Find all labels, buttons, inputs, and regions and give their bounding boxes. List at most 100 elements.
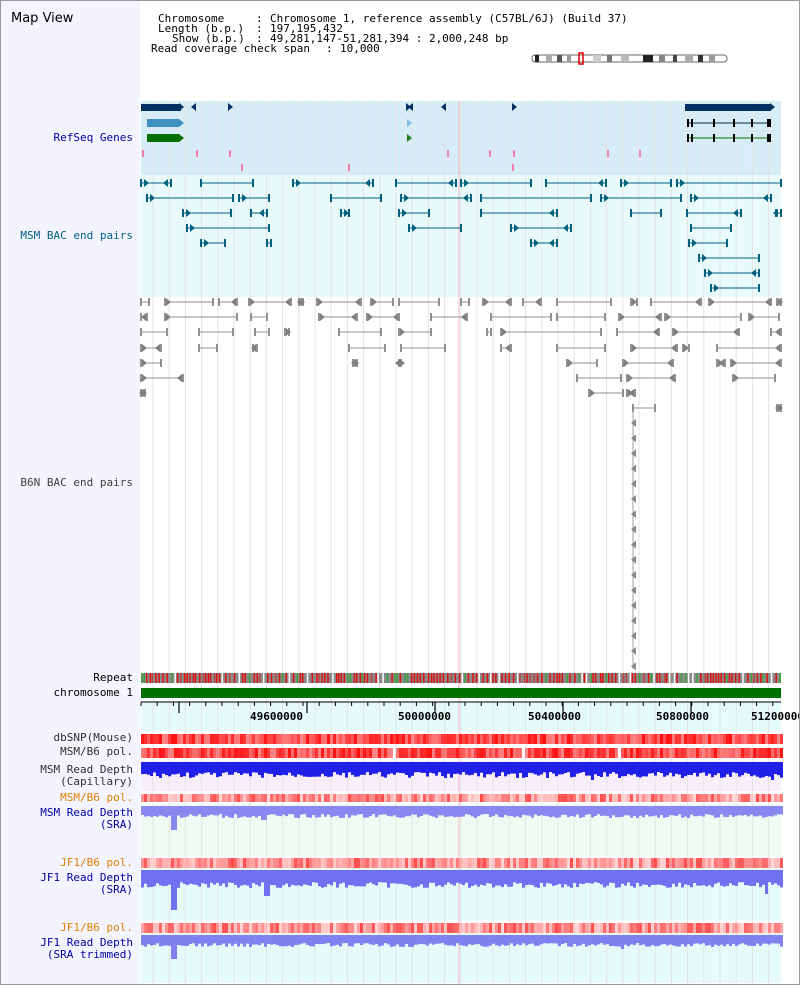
- depth-bar: [285, 806, 288, 817]
- b6n-bac-label[interactable]: B6N BAC end pairs: [20, 476, 133, 489]
- heat-cell: [594, 858, 597, 868]
- msm-pol-sra-label[interactable]: MSM/B6 pol.: [60, 791, 133, 804]
- heat-cell: [534, 858, 537, 868]
- msm-bac-label[interactable]: MSM BAC end pairs: [20, 229, 133, 242]
- depth-bar: [720, 935, 723, 945]
- depth-bar: [639, 762, 642, 778]
- heat-cell: [588, 734, 591, 744]
- depth-bar: [612, 806, 615, 816]
- heat-cell: [489, 748, 492, 758]
- heat-cell: [702, 734, 705, 744]
- depth-bar: [300, 935, 303, 944]
- depth-bar: [681, 935, 684, 945]
- repeat-element: [262, 673, 265, 683]
- depth-bar: [462, 806, 465, 817]
- depth-bar: [477, 806, 480, 817]
- heat-cell: [579, 923, 582, 933]
- bac-end: [268, 328, 270, 336]
- heat-cell: [381, 794, 384, 802]
- jf1-pol-trim-label[interactable]: JF1/B6 pol.: [60, 921, 133, 934]
- bac-end: [460, 179, 462, 187]
- heat-cell: [585, 794, 588, 802]
- depth-bar: [204, 870, 207, 884]
- feature-arrow: [770, 103, 775, 111]
- depth-bar: [282, 762, 285, 775]
- repeat-element: [267, 673, 269, 683]
- repeat-label[interactable]: Repeat: [93, 671, 133, 684]
- depth-bar: [465, 935, 468, 947]
- bac-end: [470, 194, 472, 202]
- heat-cell: [417, 734, 420, 744]
- heat-cell: [597, 923, 600, 933]
- heat-cell: [438, 734, 441, 744]
- heat-cell: [267, 734, 270, 744]
- heat-cell: [525, 923, 528, 933]
- depth-bar: [441, 806, 444, 816]
- depth-bar: [381, 762, 384, 777]
- chromosome-label[interactable]: chromosome 1: [53, 686, 133, 699]
- heat-cell: [666, 748, 669, 758]
- depth-bar: [561, 870, 564, 888]
- dbsnp-label[interactable]: dbSNP(Mouse): [53, 731, 133, 744]
- heat-cell: [384, 748, 387, 758]
- heat-cell: [273, 794, 276, 802]
- gene-block: [147, 119, 179, 127]
- heat-cell: [780, 794, 783, 802]
- msm-depth-sra-label[interactable]: MSM Read Depth: [40, 806, 133, 819]
- depth-bar: [627, 870, 630, 883]
- depth-bar: [726, 870, 729, 886]
- heat-cell: [321, 748, 324, 758]
- heat-cell: [525, 734, 528, 744]
- msm-depth-cap-label[interactable]: MSM Read Depth: [40, 763, 133, 776]
- depth-bar: [243, 806, 246, 817]
- bac-end: [738, 328, 740, 336]
- heat-cell: [516, 858, 519, 868]
- repeat-element: [442, 673, 445, 683]
- jf1-depth-label[interactable]: JF1 Read Depth: [40, 871, 133, 884]
- heat-cell: [390, 794, 393, 802]
- depth-bar: [216, 935, 219, 946]
- heat-cell: [309, 923, 312, 933]
- heat-cell: [360, 923, 363, 933]
- heat-cell: [762, 748, 765, 758]
- depth-bar: [594, 762, 597, 775]
- feature-arrow: [775, 404, 780, 412]
- bac-end: [630, 209, 632, 217]
- depth-bar: [540, 806, 543, 816]
- heat-cell: [180, 748, 183, 758]
- heat-cell: [183, 858, 186, 868]
- depth-bar: [729, 806, 732, 816]
- feature-arrow: [628, 374, 633, 382]
- heat-cell: [474, 734, 477, 744]
- depth-bar: [411, 762, 414, 776]
- depth-bar: [378, 935, 381, 947]
- bac-end: [758, 284, 760, 292]
- heat-cell: [189, 858, 192, 868]
- heat-cell: [438, 923, 441, 933]
- depth-bar: [396, 870, 399, 884]
- heat-cell: [636, 794, 639, 802]
- heat-cell: [240, 794, 243, 802]
- heat-cell: [492, 858, 495, 868]
- jf1-pol-label[interactable]: JF1/B6 pol.: [60, 856, 133, 869]
- msm-pol-label[interactable]: MSM/B6 pol.: [60, 745, 133, 758]
- depth-bar: [576, 762, 579, 774]
- depth-bar: [648, 935, 651, 947]
- depth-bar: [228, 762, 231, 775]
- heat-cell: [660, 748, 663, 758]
- depth-bar: [462, 762, 465, 773]
- heat-cell: [693, 748, 696, 758]
- heat-cell: [258, 923, 261, 933]
- depth-bar: [558, 762, 561, 775]
- repeat-element: [225, 673, 227, 683]
- jf1-trim-depth-label[interactable]: JF1 Read Depth: [40, 936, 133, 949]
- depth-bar: [315, 762, 318, 777]
- repeat-element: [176, 673, 179, 683]
- depth-bar: [153, 806, 156, 816]
- refseq-genes-label[interactable]: RefSeq Genes: [53, 131, 133, 144]
- msm-bac-pairs-track: [140, 179, 782, 292]
- heat-cell: [336, 858, 339, 868]
- heat-cell: [441, 858, 444, 868]
- heat-cell: [645, 734, 648, 744]
- heat-cell: [510, 748, 513, 758]
